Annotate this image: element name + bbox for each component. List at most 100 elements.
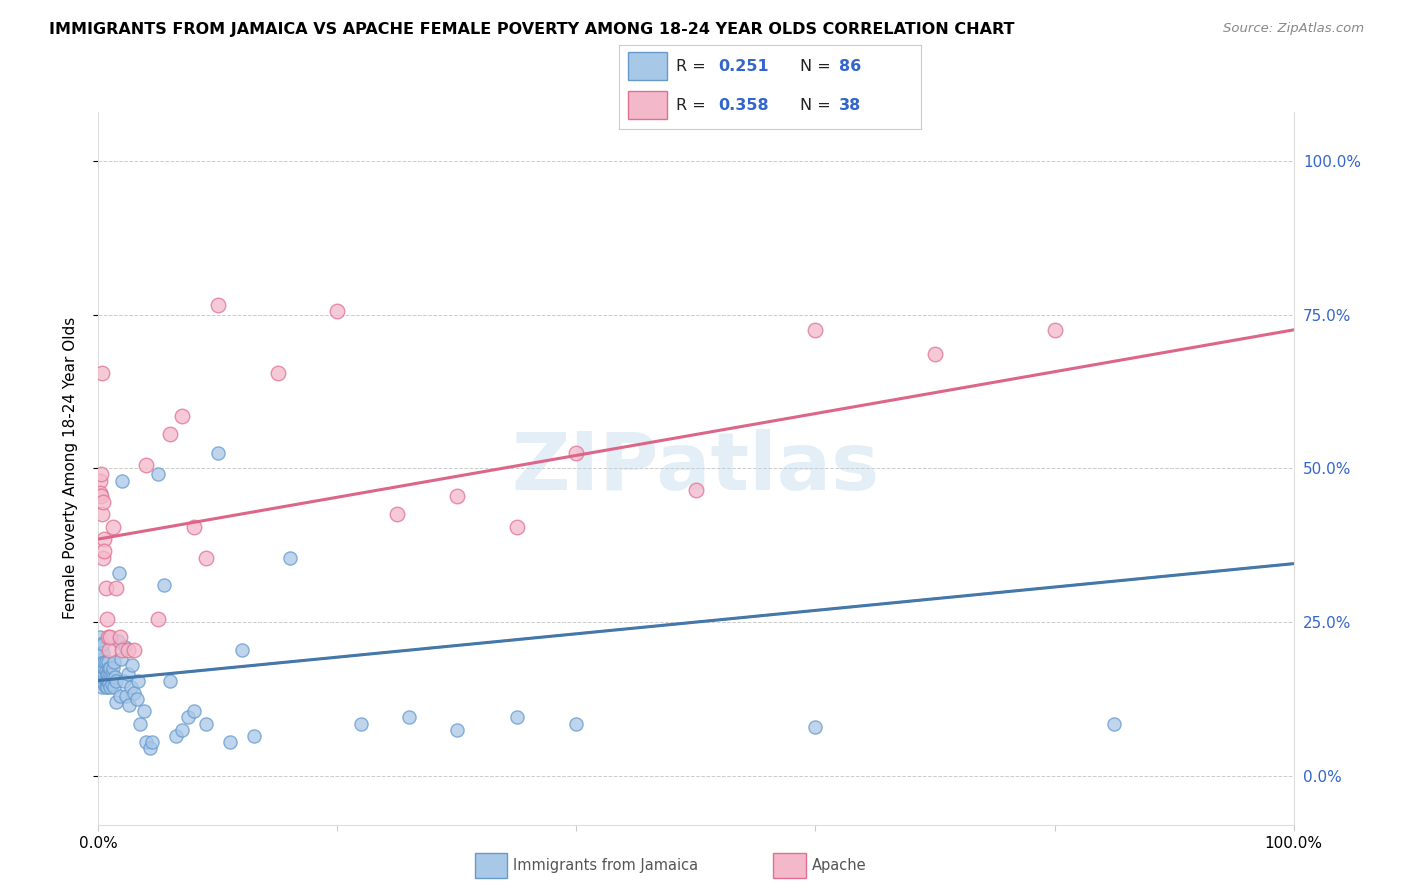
- Text: 86: 86: [839, 59, 862, 74]
- Point: [114, 640, 136, 654]
- Point: [129, 716, 152, 731]
- Point: [94, 665, 117, 679]
- FancyBboxPatch shape: [475, 853, 508, 878]
- Point: [94, 680, 117, 694]
- Point: [91, 665, 114, 679]
- Point: [91, 680, 114, 694]
- Point: [91, 550, 114, 565]
- Point: [107, 633, 129, 648]
- Point: [91, 655, 114, 669]
- Point: [91, 661, 114, 675]
- Point: [93, 655, 115, 669]
- Point: [326, 304, 349, 318]
- Point: [565, 446, 588, 460]
- Point: [804, 720, 827, 734]
- Point: [96, 612, 118, 626]
- Point: [124, 686, 146, 700]
- Point: [148, 467, 170, 482]
- Point: [89, 648, 111, 663]
- Point: [97, 673, 120, 688]
- Point: [172, 723, 194, 737]
- Point: [278, 550, 301, 565]
- Point: [98, 667, 122, 681]
- Point: [506, 520, 529, 534]
- Point: [89, 631, 111, 645]
- Point: [195, 716, 218, 731]
- Point: [132, 704, 155, 718]
- Point: [135, 458, 157, 473]
- Point: [93, 661, 115, 675]
- Text: 38: 38: [839, 98, 862, 112]
- Point: [98, 661, 122, 675]
- Point: [105, 581, 128, 595]
- Point: [97, 667, 120, 681]
- Point: [101, 520, 124, 534]
- Point: [111, 474, 134, 488]
- Point: [804, 323, 827, 337]
- Text: Immigrants from Jamaica: Immigrants from Jamaica: [513, 858, 699, 872]
- Point: [93, 676, 115, 690]
- Text: 0.358: 0.358: [718, 98, 769, 112]
- Point: [177, 710, 200, 724]
- Point: [350, 716, 373, 731]
- Point: [153, 578, 176, 592]
- Point: [108, 631, 131, 645]
- Point: [924, 347, 946, 361]
- Point: [101, 661, 124, 675]
- Point: [91, 673, 114, 688]
- Point: [165, 729, 187, 743]
- Point: [90, 667, 112, 681]
- Point: [159, 673, 181, 688]
- Point: [91, 652, 114, 666]
- Point: [100, 676, 122, 690]
- Text: N =: N =: [800, 59, 837, 74]
- Point: [93, 532, 115, 546]
- Point: [139, 741, 162, 756]
- Point: [90, 661, 112, 675]
- Text: R =: R =: [676, 59, 711, 74]
- Point: [96, 680, 118, 694]
- Point: [91, 646, 114, 660]
- Point: [101, 670, 124, 684]
- Point: [89, 640, 111, 654]
- Text: Apache: Apache: [811, 858, 866, 872]
- Point: [97, 655, 120, 669]
- Point: [98, 631, 122, 645]
- Point: [207, 298, 229, 312]
- Point: [90, 637, 112, 651]
- Point: [1043, 323, 1066, 337]
- Point: [115, 689, 138, 703]
- Point: [117, 642, 139, 657]
- Point: [159, 427, 181, 442]
- Y-axis label: Female Poverty Among 18-24 Year Olds: Female Poverty Among 18-24 Year Olds: [63, 318, 77, 619]
- Point: [118, 698, 141, 713]
- Point: [120, 680, 142, 694]
- Text: N =: N =: [800, 98, 837, 112]
- Point: [105, 695, 128, 709]
- Point: [98, 642, 121, 657]
- Point: [91, 670, 114, 684]
- Point: [446, 723, 468, 737]
- Text: Source: ZipAtlas.com: Source: ZipAtlas.com: [1223, 22, 1364, 36]
- Point: [117, 667, 139, 681]
- Point: [1104, 716, 1126, 731]
- Point: [127, 673, 149, 688]
- Point: [565, 716, 588, 731]
- Point: [93, 544, 115, 558]
- Point: [231, 642, 253, 657]
- Point: [91, 495, 114, 509]
- Point: [183, 520, 205, 534]
- Point: [94, 581, 117, 595]
- Point: [103, 655, 125, 669]
- Point: [100, 667, 122, 681]
- Point: [685, 483, 707, 497]
- Point: [104, 670, 127, 684]
- Point: [195, 550, 218, 565]
- Point: [91, 508, 114, 522]
- Point: [108, 689, 131, 703]
- FancyBboxPatch shape: [627, 53, 666, 80]
- Point: [90, 655, 112, 669]
- Point: [105, 673, 128, 688]
- Point: [96, 667, 118, 681]
- FancyBboxPatch shape: [627, 91, 666, 120]
